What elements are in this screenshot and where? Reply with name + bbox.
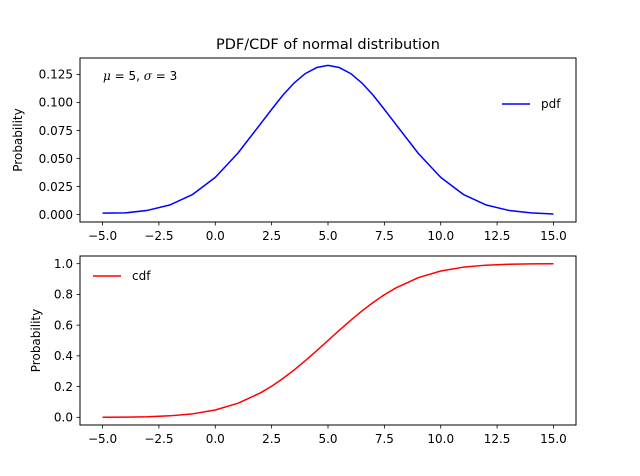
pdf-panel-y-tick-label-0-05: 0.050 (39, 152, 73, 166)
cdf-panel-x-tick-label-0: 0.0 (206, 432, 225, 446)
parameter-annotation: μ = 5, σ = 3 (103, 69, 177, 83)
pdf-y-ticks: 0.000 0.025 0.050 0.075 0.100 0.125 (39, 68, 80, 222)
cdf-x-ticks: −5.0 −2.5 0.0 2.5 5.0 7.5 10.0 12.5 15.0 (88, 425, 567, 446)
mu-value: = 5, (111, 69, 144, 83)
cdf-panel-y-tick-label-0-8: 0.8 (54, 288, 73, 302)
cdf-panel-y-tick-label-0-6: 0.6 (54, 318, 73, 332)
pdf-panel-y-tick-label-0-1: 0.100 (39, 96, 73, 110)
pdf-panel-x-tick-label-15: 15.0 (540, 229, 567, 243)
cdf-panel-y-tick-label-1: 1.0 (54, 257, 73, 271)
pdf-legend-label: pdf (541, 97, 561, 111)
pdf-panel-x-tick-label-5: −5.0 (88, 229, 117, 243)
cdf-panel-x-tick-label-5: −5.0 (88, 432, 117, 446)
cdf-legend-label: cdf (132, 269, 151, 283)
cdf-y-ticks: 0.0 0.2 0.4 0.6 0.8 1.0 (54, 257, 80, 425)
sigma-symbol: σ (144, 69, 153, 83)
pdf-panel: −5.0 −2.5 0.0 2.5 5.0 7.5 10.0 12.5 15.0 0.0000.… (11, 57, 577, 243)
pdf-panel-x-tick-label-2-5: 2.5 (262, 229, 281, 243)
cdf-legend: cdf (93, 269, 151, 283)
pdf-y-axis-label: Probability (11, 108, 25, 171)
sigma-value: = 3 (152, 69, 177, 83)
cdf-panel-x-tick-label-10: 10.0 (427, 432, 454, 446)
cdf-panel-x-tick-label-2-5: −2.5 (144, 432, 173, 446)
chart-title: PDF/CDF of normal distribution (216, 37, 440, 53)
pdf-panel-x-tick-label-2-5: −2.5 (144, 229, 173, 243)
cdf-panel-x-tick-label-7-5: 7.5 (375, 432, 394, 446)
pdf-panel-y-tick-label-0-075: 0.075 (39, 124, 73, 138)
cdf-panel-y-tick-label-0: 0.0 (54, 411, 73, 425)
cdf-panel-x-tick-label-2-5: 2.5 (262, 432, 281, 446)
pdf-panel-y-tick-label-0: 0.000 (39, 208, 73, 222)
cdf-panel-x-tick-label-15: 15.0 (540, 432, 567, 446)
cdf-y-axis-label: Probability (29, 309, 43, 372)
cdf-panel-x-tick-label-12-5: 12.5 (484, 432, 511, 446)
cdf-panel: −5.0 −2.5 0.0 2.5 5.0 7.5 10.0 12.5 15.0 0.00.20… (29, 255, 577, 446)
pdf-marks (102, 64, 554, 215)
pdf-panel-x-tick-label-0: 0.0 (206, 229, 225, 243)
pdf-x-ticks: −5.0 −2.5 0.0 2.5 5.0 7.5 10.0 12.5 15.0 (88, 222, 567, 243)
pdf-panel-y-tick-label-0-125: 0.125 (39, 68, 73, 82)
pdf-legend: pdf (502, 97, 561, 111)
pdf-panel-x-tick-label-5: 5.0 (318, 229, 337, 243)
pdf-panel-y-tick-label-0-025: 0.025 (39, 180, 73, 194)
cdf-panel-y-tick-label-0-4: 0.4 (54, 349, 73, 363)
cdf-panel-x-tick-label-5: 5.0 (318, 432, 337, 446)
pdf-panel-x-tick-label-7-5: 7.5 (375, 229, 394, 243)
pdf-panel-x-tick-label-12-5: 12.5 (484, 229, 511, 243)
pdf-series-line (102, 64, 554, 215)
mu-symbol: μ (103, 69, 111, 83)
cdf-panel-y-tick-label-0-2: 0.2 (54, 380, 73, 394)
cdf-series-line (102, 262, 554, 419)
pdf-panel-x-tick-label-10: 10.0 (427, 229, 454, 243)
cdf-marks (102, 262, 554, 419)
